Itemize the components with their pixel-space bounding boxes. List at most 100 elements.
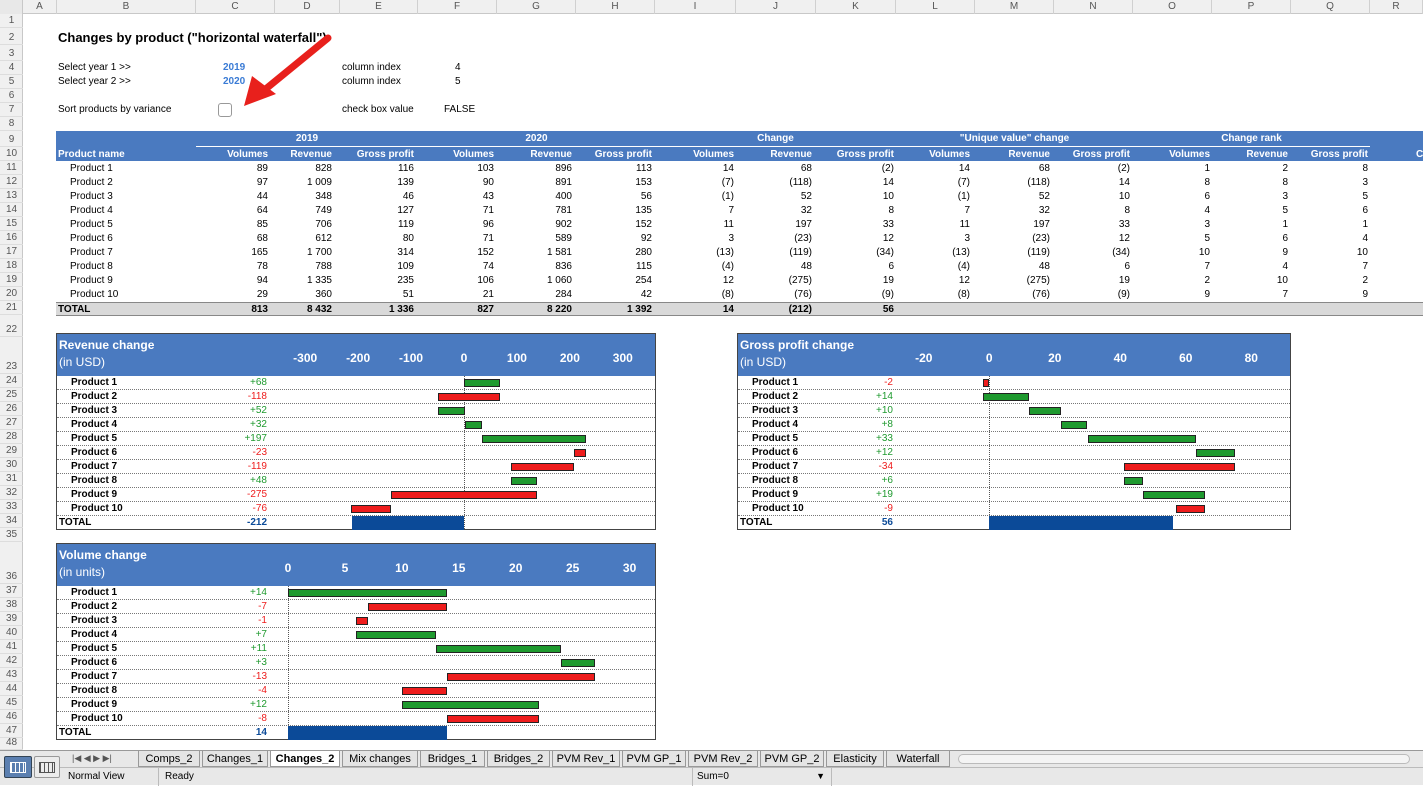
column-header-D[interactable]: D bbox=[275, 0, 340, 14]
column-header-E[interactable]: E bbox=[340, 0, 418, 14]
axis-tick-label: 200 bbox=[559, 351, 580, 365]
table-cell: 97 bbox=[256, 177, 268, 188]
column-header-C[interactable]: C bbox=[196, 0, 275, 14]
row-header-19[interactable]: 19 bbox=[0, 273, 23, 287]
row-header-3[interactable]: 3 bbox=[0, 45, 23, 61]
row-header-36[interactable]: 36 bbox=[0, 542, 23, 584]
row-header-46[interactable]: 46 bbox=[0, 710, 23, 724]
column-header-F[interactable]: F bbox=[418, 0, 497, 14]
row-header-27[interactable]: 27 bbox=[0, 416, 23, 430]
row-header-31[interactable]: 31 bbox=[0, 472, 23, 486]
select-all-corner[interactable] bbox=[0, 0, 23, 14]
row-header-17[interactable]: 17 bbox=[0, 245, 23, 259]
tab-changes-1[interactable]: Changes_1 bbox=[202, 751, 268, 767]
tab-elasticity[interactable]: Elasticity bbox=[826, 751, 884, 767]
chart-row bbox=[738, 502, 1290, 516]
column-header-M[interactable]: M bbox=[975, 0, 1054, 14]
sort-checkbox[interactable] bbox=[218, 103, 232, 117]
tab-pvm-rev-1[interactable]: PVM Rev_1 bbox=[552, 751, 620, 767]
row-header-5[interactable]: 5 bbox=[0, 75, 23, 89]
table-row-name: Product 2 bbox=[70, 177, 113, 188]
chart-row bbox=[57, 656, 655, 670]
row-header-42[interactable]: 42 bbox=[0, 654, 23, 668]
column-header-H[interactable]: H bbox=[576, 0, 655, 14]
tab-mix-changes[interactable]: Mix changes bbox=[342, 751, 418, 767]
table-cell: 4 bbox=[1204, 205, 1210, 216]
column-header-I[interactable]: I bbox=[655, 0, 736, 14]
row-header-8[interactable]: 8 bbox=[0, 117, 23, 131]
column-header-P[interactable]: P bbox=[1212, 0, 1291, 14]
row-header-39[interactable]: 39 bbox=[0, 612, 23, 626]
row-header-4[interactable]: 4 bbox=[0, 61, 23, 75]
row-header-37[interactable]: 37 bbox=[0, 584, 23, 598]
row-header-16[interactable]: 16 bbox=[0, 231, 23, 245]
column-header-B[interactable]: B bbox=[57, 0, 196, 14]
row-header-10[interactable]: 10 bbox=[0, 147, 23, 161]
row-header-48[interactable]: 48 bbox=[0, 738, 23, 750]
row-header-35[interactable]: 35 bbox=[0, 528, 23, 542]
chart-product-label: Product 10 bbox=[752, 503, 804, 514]
row-header-15[interactable]: 15 bbox=[0, 217, 23, 231]
tab-bridges-2[interactable]: Bridges_2 bbox=[487, 751, 550, 767]
horizontal-scrollbar[interactable] bbox=[958, 754, 1410, 764]
row-header-22[interactable]: 22 bbox=[0, 315, 23, 337]
column-header-A[interactable]: A bbox=[23, 0, 57, 14]
column-header-J[interactable]: J bbox=[736, 0, 816, 14]
row-header-1[interactable]: 1 bbox=[0, 14, 23, 28]
row-header-28[interactable]: 28 bbox=[0, 430, 23, 444]
tab-bridges-1[interactable]: Bridges_1 bbox=[420, 751, 485, 767]
row-header-24[interactable]: 24 bbox=[0, 374, 23, 388]
row-header-7[interactable]: 7 bbox=[0, 103, 23, 117]
row-header-43[interactable]: 43 bbox=[0, 668, 23, 682]
row-header-20[interactable]: 20 bbox=[0, 287, 23, 301]
column-header-Q[interactable]: Q bbox=[1291, 0, 1370, 14]
row-header-34[interactable]: 34 bbox=[0, 514, 23, 528]
tab-pvm-gp-2[interactable]: PVM GP_2 bbox=[760, 751, 824, 767]
tab-pvm-gp-1[interactable]: PVM GP_1 bbox=[622, 751, 686, 767]
row-header-45[interactable]: 45 bbox=[0, 696, 23, 710]
row-header-21[interactable]: 21 bbox=[0, 301, 23, 315]
column-header-L[interactable]: L bbox=[896, 0, 975, 14]
tab-pvm-rev-2[interactable]: PVM Rev_2 bbox=[688, 751, 758, 767]
row-header-6[interactable]: 6 bbox=[0, 89, 23, 103]
chart-bar bbox=[436, 645, 562, 653]
sum-dropdown[interactable]: Sum=0 ▼ bbox=[692, 768, 832, 786]
normal-view-button[interactable] bbox=[4, 756, 32, 778]
row-header-25[interactable]: 25 bbox=[0, 388, 23, 402]
row-header-18[interactable]: 18 bbox=[0, 259, 23, 273]
column-header-K[interactable]: K bbox=[816, 0, 896, 14]
row-header-33[interactable]: 33 bbox=[0, 500, 23, 514]
table-cell: 12 bbox=[722, 275, 734, 286]
row-header-32[interactable]: 32 bbox=[0, 486, 23, 500]
row-header-29[interactable]: 29 bbox=[0, 444, 23, 458]
table-cell: 32 bbox=[800, 205, 812, 216]
column-header-G[interactable]: G bbox=[497, 0, 576, 14]
row-header-44[interactable]: 44 bbox=[0, 682, 23, 696]
row-header-30[interactable]: 30 bbox=[0, 458, 23, 472]
row-header-12[interactable]: 12 bbox=[0, 175, 23, 189]
row-header-40[interactable]: 40 bbox=[0, 626, 23, 640]
column-header-O[interactable]: O bbox=[1133, 0, 1212, 14]
row-header-26[interactable]: 26 bbox=[0, 402, 23, 416]
page-layout-view-button[interactable] bbox=[34, 756, 60, 778]
year1-input[interactable]: 2019 bbox=[223, 62, 246, 73]
row-header-11[interactable]: 11 bbox=[0, 161, 23, 175]
row-header-2[interactable]: 2 bbox=[0, 28, 23, 45]
row-header-14[interactable]: 14 bbox=[0, 203, 23, 217]
table-cell: 1 009 bbox=[306, 177, 332, 188]
row-header-41[interactable]: 41 bbox=[0, 640, 23, 654]
row-header-38[interactable]: 38 bbox=[0, 598, 23, 612]
tab-comps-2[interactable]: Comps_2 bbox=[138, 751, 200, 767]
chart-bar bbox=[401, 701, 539, 709]
row-header-23[interactable]: 23 bbox=[0, 337, 23, 374]
tab-waterfall[interactable]: Waterfall bbox=[886, 751, 950, 767]
row-header-9[interactable]: 9 bbox=[0, 131, 23, 147]
year2-input[interactable]: 2020 bbox=[223, 76, 246, 87]
column-header-N[interactable]: N bbox=[1054, 0, 1133, 14]
column-header-R[interactable]: R bbox=[1370, 0, 1423, 14]
tab-changes-2[interactable]: Changes_2 bbox=[270, 751, 340, 767]
chart-value-label: +197 bbox=[244, 433, 267, 444]
tab-nav-arrows-icon[interactable]: |◀ ◀ ▶ ▶| bbox=[72, 753, 112, 763]
row-header-13[interactable]: 13 bbox=[0, 189, 23, 203]
row-header-47[interactable]: 47 bbox=[0, 724, 23, 738]
